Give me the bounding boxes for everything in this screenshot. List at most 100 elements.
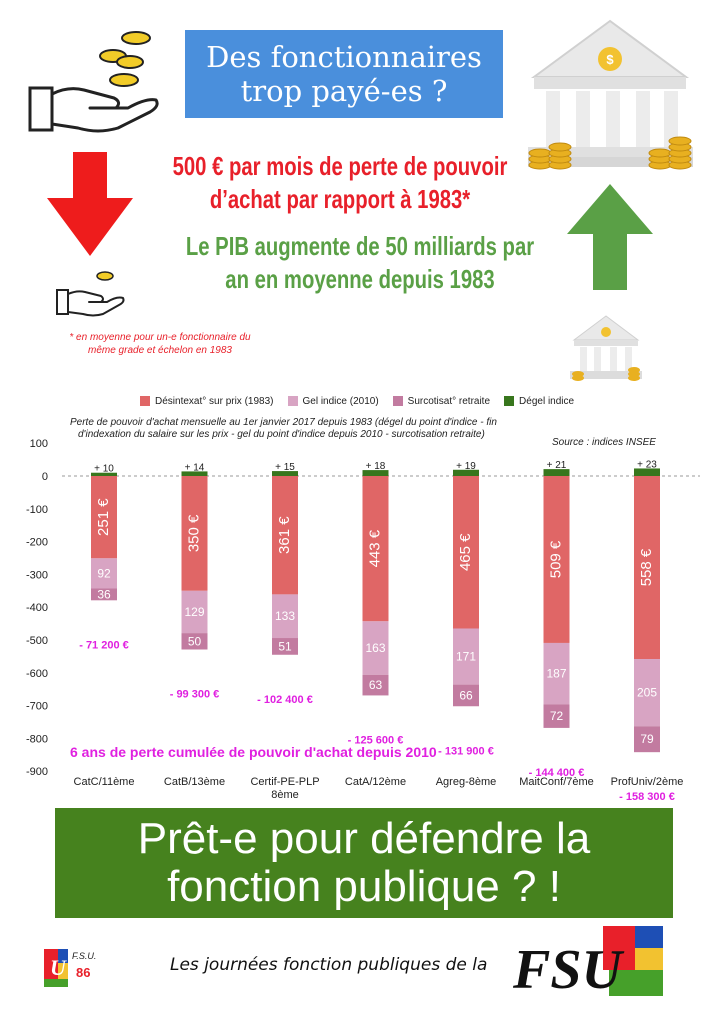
legend-label-surcotisation: Surcotisat° retraite — [407, 395, 491, 407]
data-label-degel: + 18 — [366, 461, 386, 472]
data-label-degel: + 10 — [94, 464, 114, 475]
x-tick-label: MaitConf/7ème — [519, 776, 594, 788]
bar-segment-desindexation — [272, 476, 298, 595]
bar-segment-gel — [453, 628, 479, 685]
data-label-degel: + 23 — [637, 459, 657, 470]
data-label-degel: + 21 — [547, 460, 567, 471]
footer-text: Les journées fonction publiques de la — [170, 955, 488, 975]
cumulative-loss-label: - 131 900 € — [438, 745, 494, 757]
cumulative-loss-annotation: 6 ans de perte cumulée de pouvoir d'acha… — [70, 744, 437, 760]
x-tick-label: Agreg-8ème — [436, 776, 497, 788]
y-tick-label: -100 — [26, 504, 48, 516]
chart-title: Perte de pouvoir d'achat mensuelle au 1e… — [70, 417, 590, 441]
fsu-logo: FSU — [513, 926, 663, 1001]
y-tick-label: -200 — [26, 537, 48, 549]
fsu-86-logo: U F.S.U. 86 — [44, 949, 96, 987]
chart-source: Source : indices INSEE — [552, 437, 656, 448]
data-label-desindexation: 251 € — [95, 498, 112, 536]
bar-segment-gel — [543, 642, 570, 705]
pib-line-2: an en moyenne depuis 1983 — [225, 264, 495, 294]
y-tick-label: -700 — [26, 701, 48, 713]
chart-title-line-1: Perte de pouvoir d'achat mensuelle au 1e… — [70, 417, 497, 428]
bar-chart: 100 0 -100 -200 -300 -400 -500 -600 -700 -800 -900… — [26, 438, 700, 803]
fsu-logo-text: FSU — [513, 939, 624, 1001]
cumulative-loss-label: - 158 300 € — [619, 791, 675, 803]
data-label-degel: + 19 — [456, 461, 476, 472]
legend-label-gel: Gel indice (2010) — [302, 395, 379, 407]
svg-text:U: U — [50, 955, 67, 980]
data-label-desindexation: 465 € — [457, 533, 474, 571]
bar-segment-surcotisation — [543, 704, 570, 728]
y-tick-label: -500 — [26, 635, 48, 647]
bar-segment-degel — [91, 472, 117, 476]
cumulative-loss-label: - 144 400 € — [529, 767, 585, 779]
data-label-degel: + 15 — [275, 462, 295, 473]
data-label-surcotisation: 51 — [278, 639, 292, 653]
small-bank-icon — [570, 315, 642, 381]
bar-segment-desindexation — [453, 476, 479, 629]
chart-legend: Désintexat° sur prix (1983) Gel indice (… — [140, 393, 610, 409]
cumulative-loss-label: - 99 300 € — [170, 689, 220, 701]
bar-segment-gel — [634, 659, 660, 727]
bar-segment-gel — [272, 594, 298, 639]
bar-segment-surcotisation — [181, 633, 208, 650]
legend-label-desindexation: Désintexat° sur prix (1983) — [155, 395, 274, 407]
y-tick-label: -300 — [26, 569, 48, 581]
slogan-line-2: fonction publique ? ! — [167, 862, 561, 911]
pib-headline: Le PIB augmente de 50 milliards par an e… — [149, 230, 570, 296]
bar-segment-desindexation — [181, 476, 208, 591]
x-tick-label: ProfUniv/2ème — [611, 776, 684, 788]
bar-segment-degel — [543, 469, 570, 476]
data-label-desindexation: 509 € — [547, 540, 564, 578]
bar-segment-degel — [362, 470, 389, 476]
footnote-line-1: * en moyenne pour un-e fonctionnaire du — [69, 332, 251, 343]
title-line-1: Des fonctionnaires — [206, 40, 482, 74]
title-line-2: trop payé-es ? — [240, 74, 448, 108]
data-label-gel: 133 — [275, 609, 295, 623]
x-tick-label: CatC/11ème — [74, 776, 135, 788]
data-label-desindexation: 361 € — [276, 516, 293, 554]
y-tick-label: 0 — [42, 471, 48, 483]
y-tick-label: -400 — [26, 602, 48, 614]
slogan-line-1: Prêt-e pour défendre la — [137, 814, 591, 863]
slogan-banner: Prêt-e pour défendre la fonction publiqu… — [55, 808, 673, 918]
cumulative-loss-label: - 71 200 € — [79, 639, 129, 651]
legend-swatch-desindexation — [140, 396, 150, 406]
data-label-gel: 205 — [637, 686, 657, 700]
bar-segment-degel — [634, 468, 660, 476]
green-up-arrow-icon — [567, 184, 653, 290]
bar-segment-gel — [181, 590, 208, 634]
data-label-gel: 163 — [365, 641, 385, 655]
data-label-surcotisation: 72 — [550, 709, 564, 723]
x-tick-label-line2: 8ème — [271, 789, 299, 801]
bar-segment-surcotisation — [362, 674, 389, 696]
bar-segment-degel — [453, 469, 479, 476]
bar-segment-degel — [181, 471, 208, 476]
bar-segment-gel — [362, 621, 389, 675]
data-label-gel: 171 — [456, 650, 476, 664]
footnote-line-2: même grade et échelon en 1983 — [88, 345, 232, 356]
loss-line-1: 500 € par mois de perte de pouvoir — [172, 151, 508, 181]
bar-segment-desindexation — [543, 476, 570, 643]
y-tick-label: 100 — [30, 438, 48, 450]
data-label-surcotisation: 66 — [459, 688, 473, 702]
bar-segment-desindexation — [362, 476, 389, 622]
data-label-desindexation: 350 € — [185, 514, 202, 552]
x-tick-label: CatA/12ème — [345, 776, 406, 788]
bar-segment-desindexation — [91, 476, 117, 559]
data-label-surcotisation: 79 — [640, 732, 654, 746]
y-tick-label: -600 — [26, 668, 48, 680]
legend-swatch-degel — [504, 396, 515, 406]
loss-headline: 500 € par mois de perte de pouvoir d’ach… — [137, 150, 543, 216]
data-label-surcotisation: 50 — [188, 634, 202, 648]
bar-segment-surcotisation — [91, 588, 117, 601]
small-logo-number: 86 — [76, 965, 90, 980]
legend-item-gel: Gel indice (2010) — [287, 395, 379, 407]
chart-title-line-2: d'indexation du salaire sur les prix - g… — [78, 429, 485, 440]
footnote: * en moyenne pour un-e fonctionnaire du … — [55, 331, 265, 357]
bar-segment-surcotisation — [634, 726, 660, 753]
data-label-desindexation: 443 € — [366, 529, 383, 567]
data-label-gel: 187 — [546, 667, 566, 681]
legend-swatch-surcotisation — [392, 396, 403, 406]
legend-label-degel: Dégel indice — [519, 395, 575, 407]
